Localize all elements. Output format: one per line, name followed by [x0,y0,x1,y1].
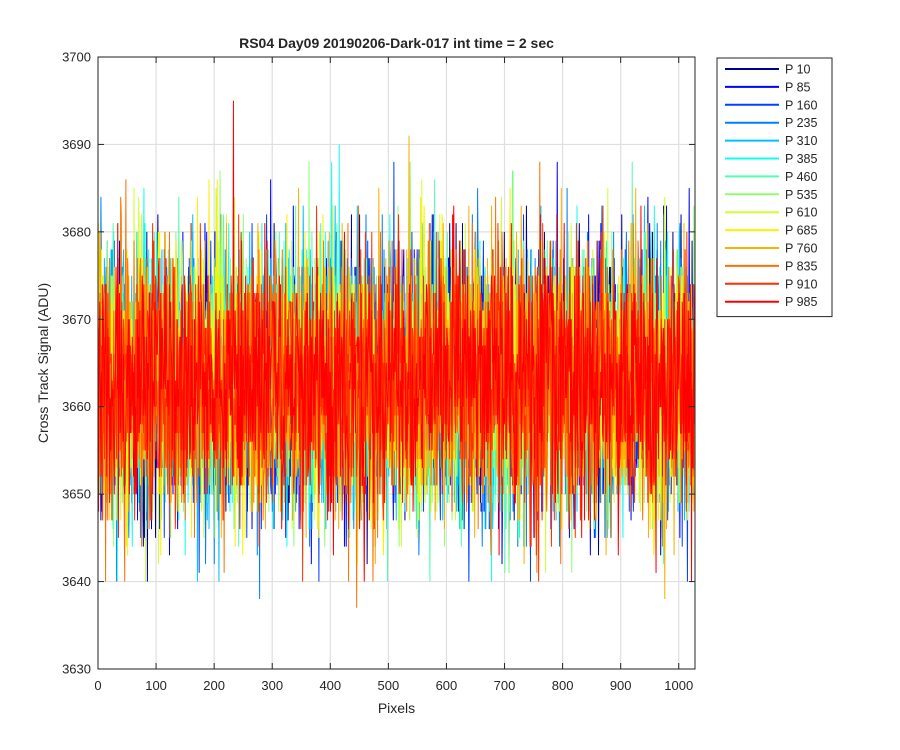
series-layer [97,100,696,608]
legend-entry-label: P 535 [785,188,817,202]
legend-entry-label: P 160 [785,98,817,112]
x-tick-label: 600 [436,678,458,693]
legend-entry-label: P 310 [785,134,817,148]
legend-box [716,57,833,318]
y-tick-label: 3640 [62,574,91,589]
x-tick-label: 1000 [664,678,693,693]
legend-entry-label: P 685 [785,224,817,238]
legend-entry-label: P 85 [785,80,811,94]
x-tick-label: 100 [145,678,167,693]
chart-title: RS04 Day09 20190206-Dark-017 int time = … [239,35,554,51]
plot-frame [97,56,696,670]
legend-entry-label: P 235 [785,116,817,130]
x-tick-label: 0 [94,678,101,693]
y-tick-label: 3680 [62,224,91,239]
legend-entry-label: P 835 [785,259,817,273]
x-tick-label: 500 [378,678,400,693]
series-line [97,100,696,582]
legend-entry-label: P 10 [785,63,811,77]
legend-entry-label: P 610 [785,206,817,220]
x-tick-label: 300 [261,678,283,693]
y-tick-label: 3660 [62,399,91,414]
legend-entry-label: P 985 [785,295,817,309]
ticks: 0 100 200 300 400 500 600 700 800 900 1000 3630 3640… [62,50,695,693]
legend-entry-label: P 910 [785,277,817,291]
legend: P 10 P 85 P 160 P 235 P 310 P 385 P 460 P 535 P … [716,57,833,318]
y-tick-label: 3650 [62,487,91,502]
legend-entry-label: P 460 [785,170,817,184]
x-tick-label: 200 [203,678,225,693]
y-tick-label: 3700 [62,50,91,65]
x-tick-label: 900 [610,678,632,693]
y-tick-label: 3670 [62,312,91,327]
y-axis-label: Cross Track Signal (ADU) [35,283,51,443]
x-tick-label: 400 [319,678,341,693]
legend-entry-label: P 760 [785,242,817,256]
y-tick-label: 3690 [62,137,91,152]
x-axis-label: Pixels [378,700,415,716]
legend-entry-label: P 385 [785,152,817,166]
x-tick-label: 700 [494,678,516,693]
y-tick-label: 3630 [62,662,91,677]
x-tick-label: 800 [552,678,574,693]
